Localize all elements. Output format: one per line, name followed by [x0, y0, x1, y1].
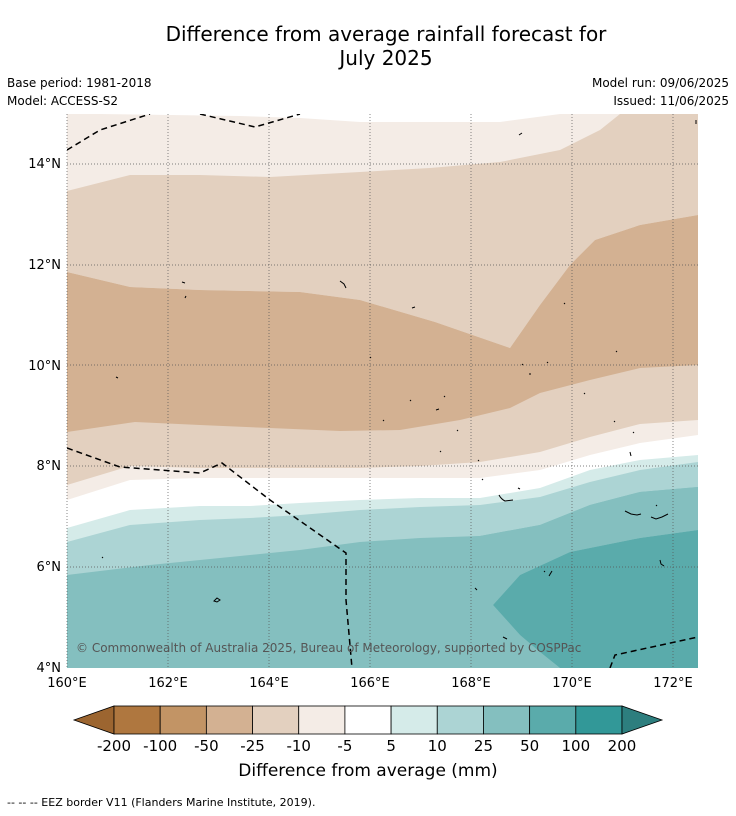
band-neg-5-10-top — [67, 114, 620, 191]
title-line-2: July 2025 — [339, 46, 433, 70]
colorbar-swatch — [252, 705, 300, 735]
longitude-labels: 160°E 162°E 164°E 166°E 168°E 170°E 172°… — [47, 676, 693, 691]
colorbar-swatch — [344, 705, 392, 735]
colorbar-swatch — [113, 705, 161, 735]
colorbar-label: -200 — [97, 737, 131, 755]
colorbar-swatch — [159, 705, 207, 735]
colorbar-label: -50 — [194, 737, 219, 755]
colorbar-swatch — [205, 705, 253, 735]
lon-label: 170°E — [552, 676, 592, 691]
colorbar-swatch — [436, 705, 484, 735]
colorbar-label: -10 — [286, 737, 311, 755]
colorbar-swatch — [529, 705, 577, 735]
band-neg-10-25-top — [67, 114, 698, 348]
colorbar: -200 -100 -50 -25 -10 -5 5 10 25 50 100 200 — [72, 705, 664, 755]
islands — [101, 120, 697, 640]
lat-label: 10°N — [28, 359, 61, 374]
colorbar-swatch — [483, 705, 531, 735]
title-line-1: Difference from average rainfall forecas… — [165, 22, 607, 46]
colorbar-label: 25 — [474, 737, 493, 755]
lon-label: 172°E — [653, 676, 693, 691]
footer-note: -- -- -- EEZ border V11 (Flanders Marine… — [7, 796, 316, 809]
band-50-100 — [493, 530, 698, 668]
colorbar-label: 50 — [520, 737, 539, 755]
model-name: Model: ACCESS-S2 — [7, 94, 119, 108]
model-run: Model run: 09/06/2025 — [591, 76, 729, 90]
colorbar-extend-high — [621, 705, 664, 735]
band-25-50-south — [67, 487, 698, 668]
colorbar-swatch — [298, 705, 346, 735]
lat-label: 8°N — [37, 459, 62, 474]
rainfall-map — [67, 114, 698, 668]
lat-label: 12°N — [28, 258, 61, 273]
lon-label: 164°E — [249, 676, 289, 691]
issued-date: Issued: 11/06/2025 — [613, 94, 729, 108]
latitude-labels: 14°N 12°N 10°N 8°N 6°N 4°N — [28, 157, 61, 676]
gridlines — [66, 114, 698, 668]
chart-title: Difference from average rainfall forecas… — [0, 22, 736, 70]
lon-label: 168°E — [451, 676, 491, 691]
lat-label: 6°N — [37, 560, 62, 575]
lon-label: 162°E — [148, 676, 188, 691]
colorbar-label: -25 — [240, 737, 265, 755]
colorbar-title: Difference from average (mm) — [238, 761, 498, 781]
eez-borders — [67, 114, 698, 668]
colorbar-label: -100 — [143, 737, 177, 755]
copyright-notice: © Commonwealth of Australia 2025, Bureau… — [76, 641, 581, 655]
meta-left: Base period: 1981-2018 Model: ACCESS-S2 — [7, 74, 152, 110]
base-period: Base period: 1981-2018 — [7, 76, 152, 90]
colorbar-label: 5 — [386, 737, 396, 755]
colorbar-label: -5 — [337, 737, 352, 755]
lat-label: 14°N — [28, 157, 61, 172]
colorbar-label: 200 — [608, 737, 637, 755]
lat-label: 4°N — [37, 661, 62, 676]
lon-label: 166°E — [350, 676, 390, 691]
lon-label: 160°E — [47, 676, 87, 691]
band-white-top — [67, 114, 698, 122]
colorbar-label: 100 — [561, 737, 590, 755]
band-neg-25-50 — [67, 215, 698, 432]
colorbar-swatch — [575, 705, 623, 735]
colorbar-label: 10 — [428, 737, 447, 755]
colorbar-swatch — [390, 705, 438, 735]
meta-right: Model run: 09/06/2025 Issued: 11/06/2025 — [592, 74, 729, 110]
colorbar-extend-low — [72, 705, 115, 735]
